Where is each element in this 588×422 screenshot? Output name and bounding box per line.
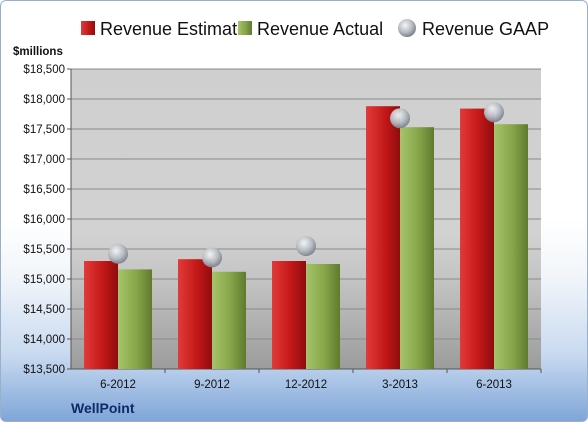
bar-revenue-actual	[400, 127, 434, 369]
y-tick-label: $14,000	[23, 334, 65, 346]
bar-revenue-actual	[212, 271, 246, 369]
x-axis: 6-2012 9-2012 12-2012 3-2013 6-2013	[100, 369, 542, 391]
y-tick-label: $17,000	[23, 154, 65, 166]
x-tick-label: 3-2013	[382, 379, 418, 391]
x-tick-label: 12-2012	[285, 379, 327, 391]
legend-swatch-revenue-actual	[238, 21, 252, 35]
marker-revenue-gaap	[484, 102, 504, 123]
y-tick-label: $16,000	[23, 214, 65, 226]
x-tick-label: 6-2012	[100, 379, 136, 391]
bar-revenue-actual	[306, 264, 340, 369]
marker-revenue-gaap	[108, 243, 128, 264]
bar-revenue-estimate	[272, 261, 306, 369]
chart-legend: Revenue Estimate Revenue Actual Revenue …	[81, 19, 549, 39]
legend-label-revenue-actual: Revenue Actual	[257, 19, 383, 39]
x-tick-label: 9-2012	[194, 379, 230, 391]
legend-swatch-revenue-gaap	[398, 19, 416, 37]
legend-label-revenue-estimate: Revenue Estimate	[100, 19, 247, 39]
bar-revenue-actual	[494, 124, 528, 369]
y-tick-label: $16,500	[23, 184, 65, 196]
y-tick-label: $13,500	[23, 364, 65, 376]
legend-label-revenue-gaap: Revenue GAAP	[422, 19, 549, 39]
bar-revenue-estimate	[366, 106, 400, 369]
company-label: WellPoint	[71, 400, 135, 416]
bars-layer	[84, 106, 528, 369]
marker-revenue-gaap	[296, 236, 316, 256]
y-tick-label: $18,000	[23, 94, 65, 106]
bar-revenue-actual	[118, 269, 152, 369]
x-tick-label: 6-2013	[476, 379, 512, 391]
y-tick-label: $15,000	[23, 274, 65, 286]
bar-revenue-estimate	[460, 108, 494, 369]
bar-revenue-estimate	[84, 261, 118, 369]
markers-layer	[108, 102, 504, 268]
y-tick-label: $17,500	[23, 124, 65, 136]
y-tick-label: $18,500	[23, 64, 65, 76]
legend-swatch-revenue-estimate	[81, 21, 95, 35]
y-tick-label: $14,500	[23, 304, 65, 316]
marker-revenue-gaap	[202, 247, 222, 268]
bar-revenue-estimate	[178, 259, 212, 369]
y-axis-unit-label: $millions	[13, 46, 63, 58]
y-tick-label: $15,500	[23, 244, 65, 256]
marker-revenue-gaap	[390, 108, 410, 129]
